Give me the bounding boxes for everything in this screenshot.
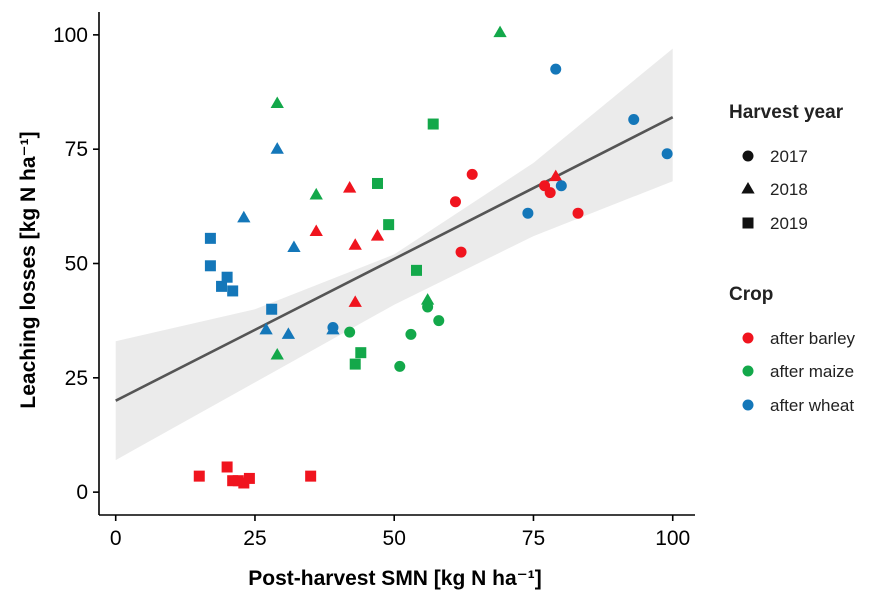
data-point-barley-2019: [227, 475, 239, 487]
data-point-maize-2018: [270, 347, 284, 360]
y-tick-label: 100: [53, 24, 88, 47]
legend-label-2018: 2018: [770, 180, 808, 199]
data-point-maize-2019: [427, 118, 439, 130]
data-point-wheat-2018: [281, 327, 296, 339]
data-point-wheat-2018: [270, 142, 284, 154]
legend-label-after-barley: after barley: [770, 329, 856, 348]
data-point-wheat-2018: [326, 322, 340, 335]
data-point-wheat-2018: [287, 240, 301, 253]
regression-line: [115, 116, 674, 402]
data-point-maize-2018: [270, 96, 284, 109]
data-point-wheat-2018: [259, 322, 273, 335]
legend-key-2018: [741, 182, 755, 194]
data-point-barley-2019: [305, 470, 317, 482]
data-point-wheat-2017: [555, 180, 567, 192]
legend-label-after-wheat: after wheat: [770, 396, 854, 415]
legend-key-after-maize: [742, 365, 754, 377]
legend-key-2019: [742, 217, 754, 229]
regression-line-layer: [115, 116, 674, 402]
legend-label-after-maize: after maize: [770, 362, 854, 381]
data-point-maize-2017: [405, 328, 417, 340]
legend-title-crop: Crop: [729, 284, 773, 305]
confidence-band: [115, 48, 673, 461]
data-point-wheat-2019: [227, 285, 239, 297]
data-point-maize-2019: [355, 347, 367, 359]
data-point-barley-2017: [455, 246, 467, 258]
confidence-band-layer: [115, 48, 673, 461]
data-point-barley-2018: [348, 295, 362, 307]
data-point-maize-2019: [372, 177, 384, 189]
data-point-wheat-2019: [221, 271, 233, 283]
legend-key-after-wheat: [742, 399, 754, 411]
data-point-barley-2018: [549, 169, 563, 182]
x-tick-label: 50: [383, 527, 406, 550]
y-tick-label: 75: [65, 138, 88, 161]
x-tick-label: 75: [522, 527, 545, 550]
data-point-maize-2019: [383, 219, 395, 231]
data-point-barley-2017: [572, 207, 584, 219]
y-tick-label: 25: [65, 367, 88, 390]
data-point-maize-2018: [309, 187, 323, 200]
data-point-maize-2018: [420, 293, 435, 305]
data-point-barley-2019: [232, 475, 244, 487]
axes: 0 25 50 75 100 0 25 50 75 100: [53, 12, 695, 550]
data-point-maize-2017: [433, 315, 445, 327]
legend-key-2017: [742, 150, 754, 162]
legend-label-2019: 2019: [770, 214, 808, 233]
y-tick-label: 0: [76, 481, 88, 504]
data-point-barley-2019: [243, 472, 255, 484]
x-axis-title: Post-harvest SMN [kg N ha⁻¹]: [248, 567, 541, 590]
data-point-barley-2019: [221, 461, 233, 473]
y-axis-title: Leaching losses [kg N ha⁻¹]: [17, 131, 40, 408]
data-point-maize-2017: [394, 360, 406, 372]
data-point-barley-2019: [193, 470, 205, 482]
data-point-maize-2019: [410, 264, 422, 276]
legend-key-after-barley: [742, 332, 754, 344]
data-point-wheat-2017: [628, 113, 640, 125]
data-point-wheat-2018: [237, 210, 251, 223]
data-point-maize-2017: [344, 326, 356, 338]
data-points-layer: [193, 25, 673, 489]
data-point-barley-2018: [348, 238, 362, 250]
data-point-barley-2017: [449, 196, 461, 208]
data-point-barley-2017: [544, 187, 556, 199]
legend-title-harvest-year: Harvest year: [729, 102, 844, 123]
data-point-barley-2018: [370, 229, 385, 241]
data-point-wheat-2019: [204, 232, 216, 244]
data-point-wheat-2017: [550, 63, 562, 75]
data-point-maize-2019: [349, 358, 361, 370]
data-point-maize-2018: [493, 25, 507, 38]
data-point-wheat-2017: [661, 148, 673, 160]
data-point-barley-2018: [343, 181, 357, 193]
data-point-wheat-2019: [216, 280, 228, 292]
x-tick-label: 100: [655, 527, 690, 550]
data-point-barley-2019: [238, 477, 250, 489]
data-point-wheat-2019: [266, 303, 278, 315]
data-point-barley-2017: [466, 168, 478, 180]
data-point-barley-2018: [309, 224, 323, 237]
y-tick-label: 50: [65, 253, 88, 276]
legend: Harvest year 2017 2018 2019 Crop after b…: [729, 102, 856, 415]
x-tick-label: 0: [110, 527, 122, 550]
data-point-wheat-2017: [522, 207, 534, 219]
legend-label-2017: 2017: [770, 147, 808, 166]
x-tick-label: 25: [243, 527, 266, 550]
data-point-wheat-2019: [204, 260, 216, 272]
